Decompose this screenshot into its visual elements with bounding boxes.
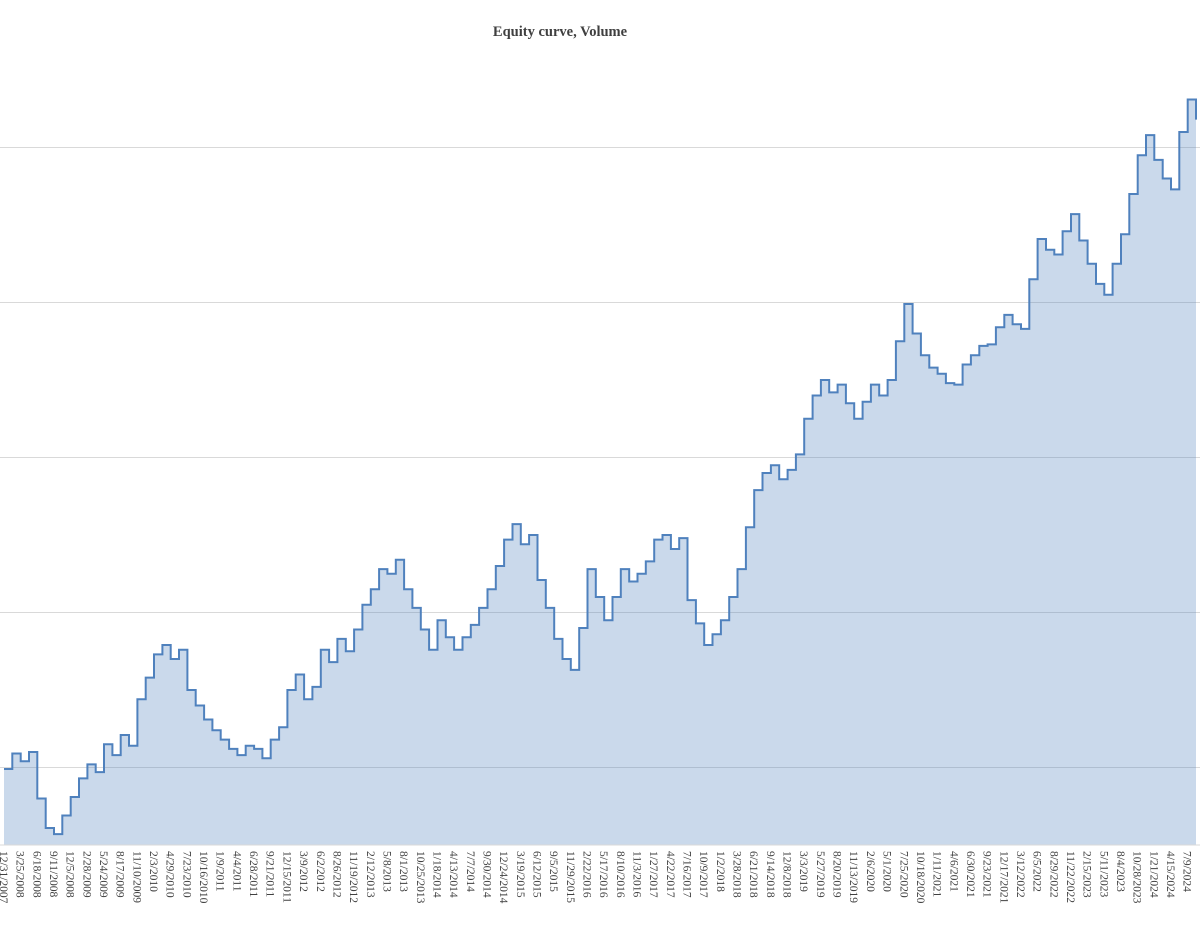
x-axis-tick-label: 1/2/2018 xyxy=(714,851,726,892)
x-axis-tick-label: 8/1/2013 xyxy=(397,851,409,892)
x-axis-tick-label: 9/5/2015 xyxy=(547,851,559,892)
x-axis-tick-label: 6/12/2015 xyxy=(530,851,542,898)
x-axis-tick-label: 7/25/2020 xyxy=(897,851,909,898)
x-axis-tick-label: 3/12/2022 xyxy=(1014,851,1026,898)
x-axis-tick-label: 7/9/2024 xyxy=(1181,851,1193,892)
x-axis-tick-label: 12/15/2011 xyxy=(280,851,292,903)
x-axis-tick-label: 11/22/2022 xyxy=(1064,851,1076,903)
x-axis-tick-label: 6/28/2011 xyxy=(247,851,259,897)
equity-step-line xyxy=(4,98,1197,836)
x-axis-tick-label: 5/1/2020 xyxy=(881,851,893,892)
x-axis-tick-label: 9/23/2021 xyxy=(981,851,993,898)
x-axis-tick-label: 7/7/2014 xyxy=(464,851,476,892)
x-axis-tick-label: 3/19/2015 xyxy=(514,851,526,898)
x-axis-tick-label: 9/14/2018 xyxy=(764,851,776,898)
x-axis-tick-label: 1/21/2024 xyxy=(1147,851,1159,898)
x-axis-tick-label: 11/29/2015 xyxy=(564,851,576,903)
x-axis-tick-label: 2/6/2020 xyxy=(864,851,876,892)
x-axis-tick-label: 1/27/2017 xyxy=(647,851,659,898)
x-axis-tick-label: 8/20/2019 xyxy=(831,851,843,898)
x-axis-tick-label: 2/28/2009 xyxy=(80,851,92,898)
x-axis-tick-label: 8/17/2009 xyxy=(114,851,126,898)
x-axis-tick-label: 4/13/2014 xyxy=(447,851,459,898)
x-axis-tick-label: 12/8/2018 xyxy=(781,851,793,898)
x-axis-tick-label: 2/12/2013 xyxy=(364,851,376,898)
x-axis-tick-label: 2/15/2023 xyxy=(1081,851,1093,898)
x-axis-tick-label: 7/23/2010 xyxy=(180,851,192,898)
x-axis-tick-label: 10/16/2010 xyxy=(197,851,209,904)
x-axis-tick-label: 12/17/2021 xyxy=(997,851,1009,904)
x-axis-tick-label: 4/22/2017 xyxy=(664,851,676,898)
x-axis-tick-label: 6/21/2018 xyxy=(747,851,759,898)
x-axis-tick-label: 5/11/2023 xyxy=(1097,851,1109,897)
x-axis-tick-label: 11/3/2016 xyxy=(631,851,643,897)
x-axis-tick-label: 2/3/2010 xyxy=(147,851,159,892)
x-axis-tick-label: 9/21/2011 xyxy=(264,851,276,897)
x-axis-tick-label: 6/18/2008 xyxy=(30,851,42,898)
gridlines-group xyxy=(0,147,1200,768)
x-axis-tick-label: 4/6/2021 xyxy=(947,851,959,892)
x-axis-tick-label: 10/9/2017 xyxy=(697,851,709,898)
x-axis-tick-label: 11/19/2012 xyxy=(347,851,359,903)
x-axis-tick-label: 10/25/2013 xyxy=(414,851,426,904)
x-axis-tick-label: 3/9/2012 xyxy=(297,851,309,892)
x-axis-tick-label: 1/18/2014 xyxy=(430,851,442,898)
x-axis-tick-label: 6/5/2022 xyxy=(1031,851,1043,892)
x-axis-tick-label: 8/29/2022 xyxy=(1047,851,1059,898)
x-axis-tick-label: 4/29/2010 xyxy=(164,851,176,898)
x-axis-tick-label: 3/25/2008 xyxy=(14,851,26,898)
x-axis-tick-label: 8/26/2012 xyxy=(330,851,342,898)
x-axis-tick-label: 5/27/2019 xyxy=(814,851,826,898)
x-axis-tick-label: 5/24/2009 xyxy=(97,851,109,898)
x-axis-tick-label: 3/3/2019 xyxy=(797,851,809,892)
x-axis-tick-label: 12/5/2008 xyxy=(64,851,76,898)
x-axis-tick-label: 9/11/2008 xyxy=(47,851,59,897)
x-axis-tick-label: 6/30/2021 xyxy=(964,851,976,898)
x-axis-tick-label: 10/18/2020 xyxy=(914,851,926,904)
x-axis-tick-label: 12/24/2014 xyxy=(497,851,509,904)
x-axis-tick-label: 10/28/2023 xyxy=(1131,851,1143,904)
x-axis-tick-label: 4/15/2024 xyxy=(1164,851,1176,898)
chart-title: Equity curve, Volume xyxy=(493,24,628,40)
x-axis-tick-label: 7/16/2017 xyxy=(681,851,693,898)
x-axis-labels-group: 12/31/2007 3/25/2008 6/18/2008 9/11/2008 12/… xyxy=(0,851,1193,904)
equity-area-fill xyxy=(4,99,1196,845)
x-axis-tick-label: 8/4/2023 xyxy=(1114,851,1126,892)
x-axis-tick-label: 1/9/2011 xyxy=(214,851,226,892)
x-axis-tick-label: 5/17/2016 xyxy=(597,851,609,898)
x-axis-tick-label: 12/31/2007 xyxy=(0,851,9,904)
x-axis-tick-label: 3/28/2018 xyxy=(731,851,743,898)
x-axis-tick-label: 6/2/2012 xyxy=(314,851,326,892)
x-axis-tick-label: 4/4/2011 xyxy=(230,851,242,892)
x-axis-tick-label: 8/10/2016 xyxy=(614,851,626,898)
x-axis-tick-label: 1/11/2021 xyxy=(931,851,943,897)
x-axis-tick-label: 9/30/2014 xyxy=(480,851,492,898)
x-axis-tick-label: 5/8/2013 xyxy=(380,851,392,892)
x-axis-tick-label: 11/10/2009 xyxy=(130,851,142,903)
x-axis-tick-label: 2/22/2016 xyxy=(580,851,592,898)
x-axis-tick-label: 11/13/2019 xyxy=(847,851,859,903)
